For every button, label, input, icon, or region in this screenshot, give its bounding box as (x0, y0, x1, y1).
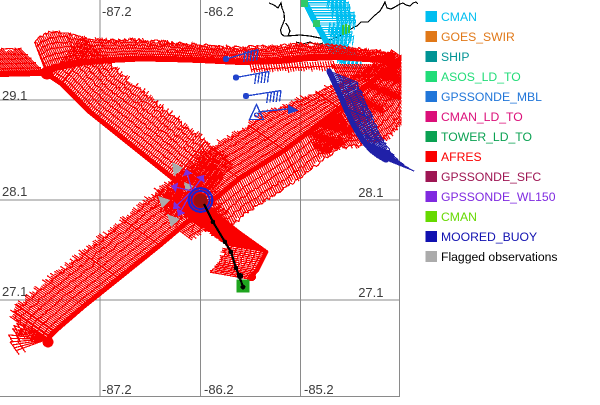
svg-text:28.1: 28.1 (358, 185, 383, 200)
svg-text:GPSSONDE_SFC: GPSSONDE_SFC (441, 170, 541, 184)
svg-text:CMAN: CMAN (441, 210, 477, 224)
svg-text:27.1: 27.1 (358, 285, 383, 300)
svg-text:SHIP: SHIP (441, 50, 469, 64)
svg-text:CMAN_LD_TO: CMAN_LD_TO (441, 110, 523, 124)
svg-text:CMAN: CMAN (441, 10, 477, 24)
svg-text:29.1: 29.1 (2, 88, 27, 103)
svg-text:-86.2: -86.2 (204, 382, 234, 397)
svg-text:-86.2: -86.2 (204, 4, 234, 19)
svg-text:27.1: 27.1 (2, 284, 27, 299)
svg-text:TOWER_LD_TO: TOWER_LD_TO (441, 130, 532, 144)
svg-text:-87.2: -87.2 (102, 4, 132, 19)
svg-text:-85.2: -85.2 (304, 382, 334, 397)
svg-text:Flagged observations: Flagged observations (441, 250, 558, 264)
svg-text:GPSSONDE_MBL: GPSSONDE_MBL (441, 90, 542, 104)
svg-text:AFRES: AFRES (441, 150, 482, 164)
svg-text:ASOS_LD_TO: ASOS_LD_TO (441, 70, 521, 84)
svg-text:GOES_SWIR: GOES_SWIR (441, 30, 515, 44)
svg-text:GPSSONDE_WL150: GPSSONDE_WL150 (441, 190, 556, 204)
svg-text:MOORED_BUOY: MOORED_BUOY (441, 230, 537, 244)
svg-text:-87.2: -87.2 (102, 382, 132, 397)
svg-text:28.1: 28.1 (2, 184, 27, 199)
